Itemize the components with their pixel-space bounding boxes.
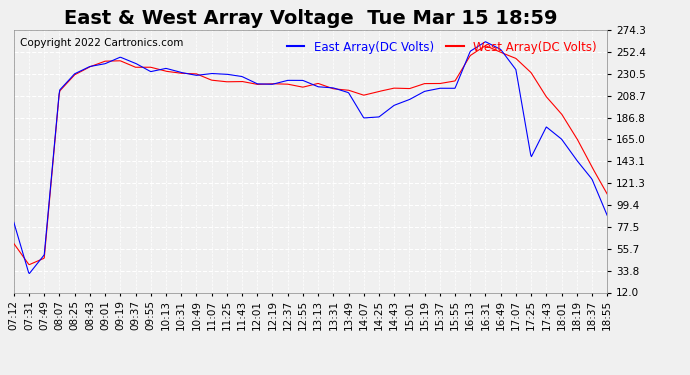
Title: East & West Array Voltage  Tue Mar 15 18:59: East & West Array Voltage Tue Mar 15 18:… — [63, 9, 558, 28]
Text: Copyright 2022 Cartronics.com: Copyright 2022 Cartronics.com — [20, 38, 183, 48]
Legend: East Array(DC Volts), West Array(DC Volts): East Array(DC Volts), West Array(DC Volt… — [282, 36, 601, 58]
